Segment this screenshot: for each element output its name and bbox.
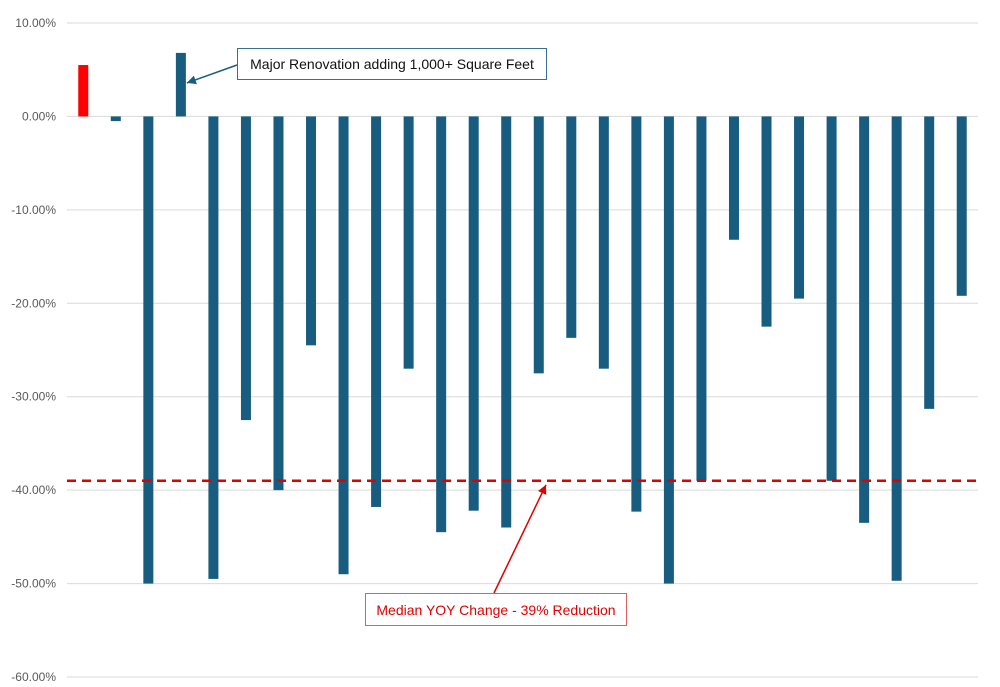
- bar: [696, 116, 707, 481]
- y-tick-label: -10.00%: [11, 203, 56, 217]
- bars: [78, 52, 967, 584]
- annotation-renovation: Major Renovation adding 1,000+ Square Fe…: [237, 48, 547, 80]
- bar: [761, 116, 772, 327]
- bar: [598, 116, 609, 369]
- bar: [859, 116, 870, 523]
- bar: [728, 116, 739, 240]
- y-tick-label: -30.00%: [11, 390, 56, 404]
- bar: [208, 116, 219, 579]
- bar: [924, 116, 935, 409]
- bar: [143, 116, 154, 584]
- bar: [403, 116, 414, 369]
- y-tick-label: 10.00%: [15, 16, 56, 30]
- bar: [663, 116, 674, 584]
- bar: [891, 116, 902, 581]
- bar: [631, 116, 642, 512]
- bar: [175, 52, 186, 117]
- arrow-head: [538, 484, 547, 495]
- bar: [468, 116, 479, 511]
- arrow-line: [493, 484, 547, 594]
- annotation-median: Median YOY Change - 39% Reduction: [365, 593, 627, 626]
- y-tick-label: 0.00%: [22, 109, 56, 123]
- bar: [110, 116, 121, 122]
- bar: [371, 116, 382, 507]
- y-tick-label: -20.00%: [11, 296, 56, 310]
- bar: [306, 116, 317, 346]
- y-axis-ticks: 10.00% 0.00% -10.00% -20.00% -30.00% -40.00% -…: [11, 16, 56, 684]
- bar: [501, 116, 512, 528]
- gridlines: [67, 22, 978, 678]
- bar: [240, 116, 251, 421]
- bar: [826, 116, 837, 481]
- bar: [273, 116, 284, 491]
- bar: [533, 116, 544, 374]
- bar: [436, 116, 447, 533]
- y-tick-label: -50.00%: [11, 577, 56, 591]
- y-tick-label: -40.00%: [11, 483, 56, 497]
- bar: [338, 116, 349, 575]
- arrow-head: [186, 75, 197, 85]
- bar: [794, 116, 805, 299]
- bar: [78, 65, 89, 117]
- y-tick-label: -60.00%: [11, 670, 56, 684]
- annotation-arrows: [186, 64, 547, 594]
- bar: [566, 116, 577, 338]
- bar: [956, 116, 967, 296]
